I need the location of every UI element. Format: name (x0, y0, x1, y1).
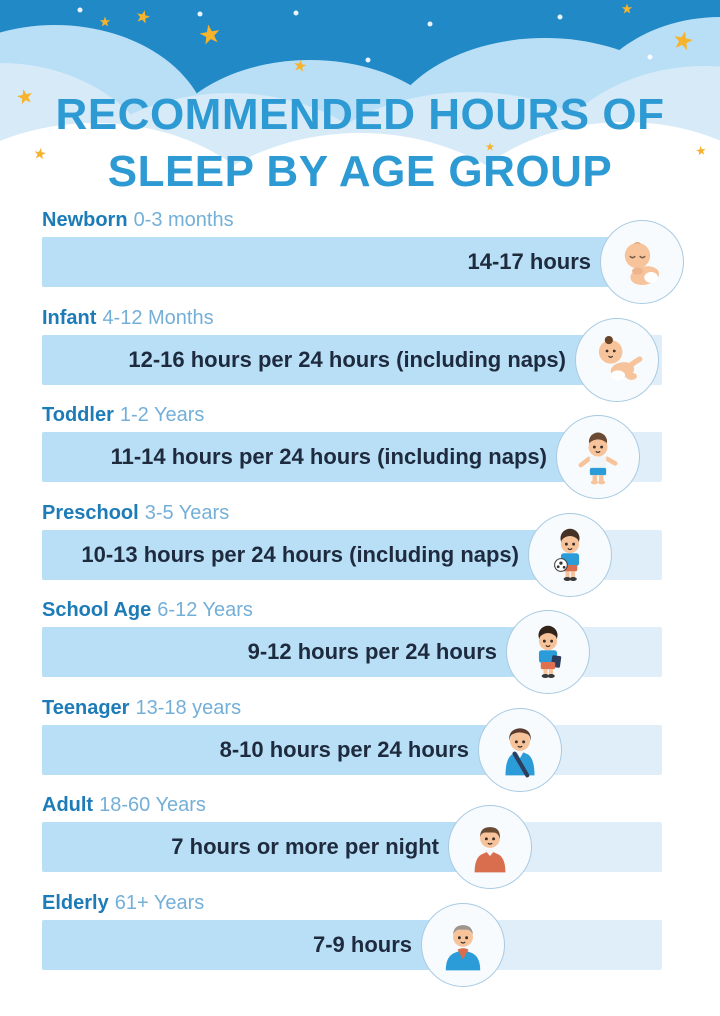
teenager-icon (478, 707, 562, 792)
age-range: 18-60 Years (99, 794, 206, 816)
table-row-elderly: Elderly 61+ Years 7-9 hours (42, 888, 662, 987)
bar-area: 9-12 hours per 24 hours (42, 610, 662, 694)
page-title-line1: RECOMMENDED HOURS OF (55, 90, 665, 139)
bar-area: 12-16 hours per 24 hours (including naps… (42, 317, 662, 402)
table-row-newborn: Newborn 0-3 months 14-17 hours (42, 205, 684, 304)
group-name: Adult (42, 794, 94, 816)
sleep-bar-value (42, 237, 642, 287)
sparkle-dots (77, 7, 653, 63)
age-range: 13-18 years (135, 696, 242, 719)
sleep-bar-value (42, 627, 548, 677)
sleep-chart: Newborn 0-3 months 14-17 hours (42, 205, 684, 987)
sleep-hours-text: 7-9 hours (312, 931, 412, 957)
table-row-teenager: Teenager 13-18 years 8-10 hours per 24 ho… (42, 693, 662, 792)
bar-area: 14-17 hours (42, 220, 684, 304)
sleep-bar-value (42, 822, 490, 872)
elderly-man-icon (421, 902, 505, 987)
sleep-bar-value (42, 334, 617, 385)
row-label: Infant 4-12 Months (42, 303, 662, 335)
row-label: School Age 6-12 Years (42, 595, 662, 627)
row-label: Newborn 0-3 months (42, 205, 662, 237)
sleep-hours-text: 10-13 hours per 24 hours (including naps… (81, 541, 519, 567)
sleep-hours-text: 14-17 hours (467, 249, 592, 274)
group-name: Preschool (42, 501, 139, 524)
crawling-baby-icon (575, 317, 659, 402)
sleep-hours-text: 9-12 hours per 24 hours (247, 639, 497, 664)
group-name: Newborn (42, 209, 128, 231)
table-row-school-age: School Age 6-12 Years 9-12 hours per 24 h… (42, 595, 662, 694)
row-label: Toddler 1-2 Years (42, 400, 662, 432)
group-name: School Age (42, 599, 152, 621)
bar-area: 7 hours or more per night (42, 805, 662, 889)
age-range: 1-2 Years (119, 404, 205, 426)
bar-area: 10-13 hours per 24 hours (including naps… (42, 512, 662, 597)
table-row-adult: Adult 18-60 Years 7 hours or more per nig… (42, 790, 662, 889)
school-boy-with-book-icon (506, 610, 590, 694)
page-title-line2: SLEEP BY AGE GROUP (107, 147, 613, 196)
sleep-bar-value (42, 919, 463, 970)
row-label: Adult 18-60 Years (42, 790, 662, 822)
table-row-toddler: Toddler 1-2 Years 11-14 hours per 24 hour… (42, 400, 662, 499)
age-range: 61+ Years (114, 891, 205, 914)
row-label: Teenager 13-18 years (42, 693, 662, 725)
row-label: Preschool 3-5 Years (42, 498, 662, 530)
sleep-bar-value (42, 724, 520, 775)
preschool-boy-with-ball-icon (528, 512, 612, 597)
age-range: 3-5 Years (144, 501, 230, 524)
table-row-preschool: Preschool 3-5 Years 10-13 hours per 24 ho… (42, 498, 662, 597)
page-title: RECOMMENDED HOURS OF SLEEP BY AGE GROUP (0, 86, 720, 200)
bar-area: 7-9 hours (42, 902, 662, 987)
sleep-hours-text: 8-10 hours per 24 hours (219, 736, 469, 762)
sleep-hours-text: 11-14 hours per 24 hours (including naps… (110, 444, 547, 469)
group-name: Infant (42, 306, 97, 329)
toddler-icon (556, 415, 640, 499)
group-name: Toddler (42, 404, 114, 426)
cloud-sky-decoration (0, 0, 720, 205)
adult-man-icon (448, 805, 532, 889)
bar-area: 11-14 hours per 24 hours (including naps… (42, 415, 662, 499)
sleep-hours-text: 7 hours or more per night (171, 834, 439, 859)
newborn-baby-icon (600, 220, 684, 304)
cloud-layer-3 (0, 122, 720, 205)
age-range: 4-12 Months (102, 306, 214, 329)
sleep-bar-value (42, 529, 570, 580)
age-range: 0-3 months (133, 209, 234, 231)
bar-area: 8-10 hours per 24 hours (42, 707, 662, 792)
sleep-bar-value (42, 432, 598, 482)
row-label: Elderly 61+ Years (42, 888, 662, 920)
header-cloud-banner: RECOMMENDED HOURS OF SLEEP BY AGE GROUP (0, 0, 720, 205)
group-name: Elderly (42, 891, 109, 914)
age-range: 6-12 Years (157, 599, 253, 621)
sleep-hours-text: 12-16 hours per 24 hours (including naps… (128, 346, 566, 372)
table-row-infant: Infant 4-12 Months 12-16 hours per 24 hou… (42, 303, 662, 402)
group-name: Teenager (42, 696, 130, 719)
